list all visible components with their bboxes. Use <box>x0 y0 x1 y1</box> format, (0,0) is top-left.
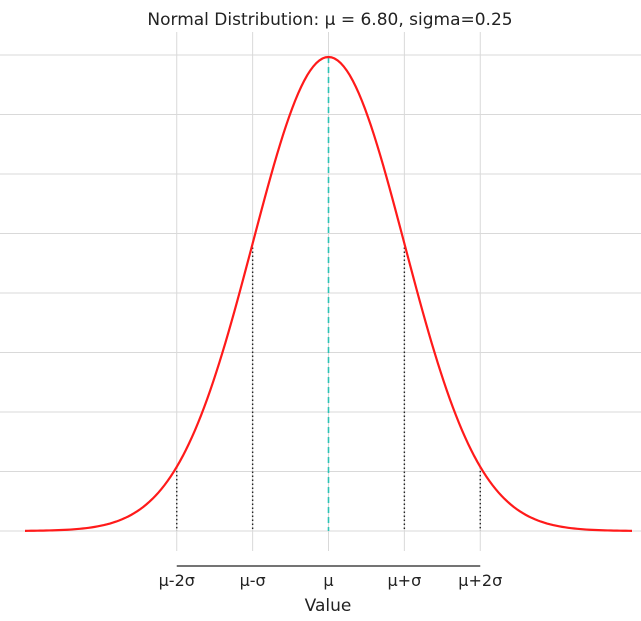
density-curve <box>24 55 633 532</box>
x-tick-label: μ-2σ <box>159 571 195 590</box>
x-tick-label: μ-σ <box>240 571 266 590</box>
x-tick-labels: μ-2σ μ-σ μ μ+σ μ+2σ <box>159 571 503 590</box>
grid <box>0 32 641 551</box>
chart-title: Normal Distribution: μ = 6.80, sigma=0.2… <box>147 10 512 30</box>
sigma-lines <box>176 243 481 531</box>
x-tick-label: μ+σ <box>388 571 422 590</box>
x-tick-label: μ+2σ <box>458 571 502 590</box>
x-axis-label: Value <box>305 596 352 616</box>
x-tick-label: μ <box>323 571 333 590</box>
